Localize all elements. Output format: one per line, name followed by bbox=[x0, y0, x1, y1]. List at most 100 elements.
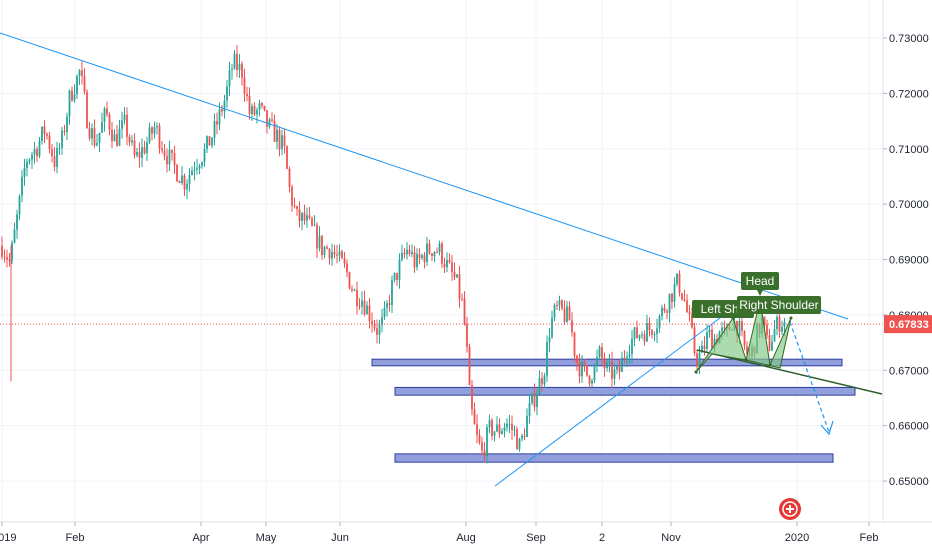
candle bbox=[546, 335, 548, 382]
candle bbox=[66, 112, 68, 141]
candle bbox=[428, 239, 431, 255]
candle bbox=[486, 424, 488, 464]
candle bbox=[571, 312, 573, 337]
candle bbox=[531, 392, 533, 406]
candle bbox=[6, 249, 8, 268]
candle bbox=[258, 99, 261, 117]
pattern-label-right-shoulder[interactable]: Right Shoulder bbox=[737, 296, 821, 314]
candle bbox=[231, 63, 233, 80]
candle bbox=[131, 134, 133, 146]
y-tick-label: 0.70000 bbox=[889, 199, 929, 211]
candle bbox=[8, 252, 11, 267]
candle bbox=[593, 363, 596, 383]
candle bbox=[363, 290, 366, 317]
candle bbox=[288, 166, 291, 193]
tradingview-badge-icon[interactable] bbox=[779, 498, 801, 520]
candle bbox=[543, 372, 546, 389]
candle bbox=[323, 245, 326, 259]
candle bbox=[233, 50, 236, 70]
candle bbox=[211, 137, 213, 148]
candle bbox=[408, 244, 411, 257]
candle bbox=[451, 254, 453, 281]
candle bbox=[236, 44, 238, 78]
y-tick-label: 0.65000 bbox=[889, 476, 929, 488]
downtrend-line[interactable] bbox=[0, 32, 849, 320]
candle bbox=[96, 134, 98, 147]
candle bbox=[538, 370, 541, 395]
pattern-label-head[interactable]: Head bbox=[741, 272, 779, 290]
candle bbox=[128, 134, 131, 147]
candle bbox=[273, 114, 276, 142]
candle bbox=[16, 209, 18, 239]
candle bbox=[248, 87, 251, 120]
candle bbox=[38, 136, 41, 159]
candle bbox=[183, 173, 186, 197]
candle bbox=[228, 61, 231, 97]
projection-path[interactable] bbox=[789, 321, 830, 433]
candle bbox=[108, 112, 111, 136]
candle bbox=[241, 61, 243, 86]
candle bbox=[436, 247, 438, 254]
candle bbox=[456, 274, 458, 279]
candle bbox=[296, 205, 298, 216]
candle bbox=[103, 106, 106, 132]
candle bbox=[688, 305, 691, 322]
candle bbox=[23, 158, 26, 186]
x-tick-label: Jun bbox=[331, 532, 349, 544]
x-tick-label: Sep bbox=[526, 532, 546, 544]
candle bbox=[163, 144, 166, 161]
candle bbox=[638, 334, 641, 342]
candle bbox=[418, 248, 421, 265]
x-tick-label: Nov bbox=[661, 532, 681, 544]
pattern-point bbox=[768, 363, 772, 367]
candle bbox=[501, 428, 503, 435]
candle bbox=[366, 301, 368, 315]
candle bbox=[541, 371, 543, 392]
candle bbox=[308, 206, 311, 220]
candle bbox=[358, 298, 361, 310]
x-tick-label: 2019 bbox=[0, 532, 16, 544]
candle bbox=[221, 104, 223, 117]
candle bbox=[453, 262, 456, 281]
candle bbox=[18, 194, 21, 220]
candle bbox=[198, 163, 201, 175]
candle bbox=[403, 248, 406, 259]
candle bbox=[341, 249, 343, 259]
candle bbox=[266, 109, 268, 134]
candle bbox=[31, 151, 33, 170]
pattern-point bbox=[789, 316, 793, 320]
uptrend-line[interactable] bbox=[494, 311, 729, 487]
candle bbox=[168, 140, 171, 172]
candle bbox=[121, 111, 123, 139]
candle bbox=[661, 304, 663, 321]
neckline[interactable] bbox=[696, 349, 883, 395]
candle bbox=[668, 293, 671, 323]
candle bbox=[278, 126, 281, 157]
candle bbox=[601, 342, 603, 365]
support-zone[interactable] bbox=[394, 386, 856, 396]
time-axis[interactable]: 2019 Feb Apr May Jun Aug Sep 2 Nov 2020 Feb bbox=[0, 522, 878, 544]
candle bbox=[283, 128, 286, 154]
price-axis[interactable]: 0.730000.720000.710000.700000.690000.680… bbox=[883, 33, 932, 488]
candle bbox=[146, 136, 148, 162]
candle bbox=[83, 68, 86, 95]
candle bbox=[416, 248, 418, 271]
candle bbox=[646, 314, 648, 342]
support-zone[interactable] bbox=[394, 453, 834, 463]
candle bbox=[676, 273, 678, 287]
candle bbox=[561, 299, 563, 311]
candle bbox=[383, 301, 386, 320]
candle bbox=[328, 247, 331, 265]
candle bbox=[261, 101, 263, 109]
candle bbox=[63, 124, 66, 136]
pattern-point bbox=[694, 370, 698, 374]
candle bbox=[98, 132, 101, 153]
head-shoulders-pattern[interactable] bbox=[695, 299, 792, 373]
candle bbox=[426, 237, 428, 266]
candle bbox=[423, 251, 426, 269]
candle bbox=[461, 293, 463, 302]
drawings bbox=[0, 32, 883, 487]
candle bbox=[311, 216, 313, 227]
x-tick-label: Aug bbox=[456, 532, 476, 544]
